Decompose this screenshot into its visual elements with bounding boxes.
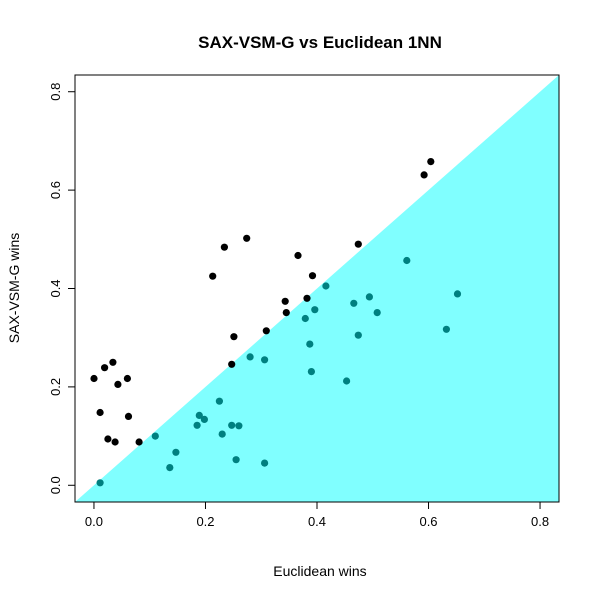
y-axis: 0.0 0.2 0.4 0.6 0.8 (48, 83, 76, 494)
point-below-diagonal-27 (453, 290, 462, 298)
below-diagonal-region (75, 75, 559, 502)
point-above-diagonal-3 (104, 435, 112, 443)
y-tick-label-2: 0.4 (48, 279, 63, 297)
point-above-diagonal-19 (303, 294, 311, 302)
point-above-diagonal-5 (111, 438, 119, 446)
point-below-diagonal-22 (354, 331, 362, 339)
point-below-diagonal-18 (311, 306, 319, 314)
y-tick-label-1: 0.2 (48, 378, 63, 396)
point-below-diagonal-17 (307, 368, 315, 376)
x-tick-label-4: 0.8 (531, 514, 549, 529)
point-below-diagonal-13 (261, 356, 269, 364)
point-above-diagonal-11 (220, 243, 228, 251)
point-above-diagonal-15 (262, 327, 270, 335)
point-above-diagonal-13 (230, 333, 238, 341)
point-above-diagonal-9 (135, 438, 143, 446)
point-below-diagonal-25 (403, 256, 411, 265)
y-tick-label-0: 0.0 (48, 476, 63, 494)
point-above-diagonal-8 (124, 412, 133, 420)
point-above-diagonal-12 (228, 360, 236, 368)
point-below-diagonal-23 (365, 293, 373, 301)
point-below-diagonal-21 (350, 299, 358, 307)
point-above-diagonal-14 (243, 234, 251, 242)
point-below-diagonal-15 (301, 314, 309, 323)
point-below-diagonal-7 (215, 397, 223, 405)
point-below-diagonal-1 (151, 432, 159, 440)
point-above-diagonal-1 (96, 408, 104, 417)
point-below-diagonal-19 (322, 282, 330, 290)
chart-title: SAX-VSM-G vs Euclidean 1NN (198, 33, 442, 52)
point-below-diagonal-8 (218, 430, 226, 438)
point-below-diagonal-0 (96, 479, 104, 487)
point-above-diagonal-0 (90, 374, 98, 383)
point-above-diagonal-10 (209, 272, 217, 280)
x-axis-label: Euclidean wins (273, 563, 366, 579)
point-above-diagonal-18 (294, 251, 302, 260)
point-below-diagonal-9 (228, 421, 236, 429)
point-above-diagonal-22 (420, 171, 428, 179)
point-below-diagonal-4 (193, 421, 201, 429)
y-axis-label: SAX-VSM-G wins (6, 233, 22, 343)
y-tick-label-4: 0.8 (48, 83, 63, 101)
point-below-diagonal-2 (166, 464, 174, 472)
point-below-diagonal-5 (195, 411, 203, 419)
point-below-diagonal-20 (343, 377, 351, 385)
y-tick-label-3: 0.6 (48, 181, 63, 199)
point-below-diagonal-11 (235, 422, 243, 430)
point-below-diagonal-6 (200, 415, 208, 423)
point-above-diagonal-7 (123, 374, 131, 383)
point-above-diagonal-4 (109, 358, 117, 366)
point-below-diagonal-10 (232, 456, 240, 464)
point-below-diagonal-16 (306, 340, 314, 348)
x-tick-label-0: 0.0 (85, 514, 103, 529)
point-above-diagonal-6 (114, 380, 122, 388)
point-above-diagonal-23 (427, 158, 435, 166)
point-above-diagonal-20 (308, 272, 317, 280)
point-below-diagonal-3 (172, 448, 180, 456)
x-tick-label-1: 0.2 (196, 514, 214, 529)
x-tick-label-2: 0.4 (308, 514, 326, 529)
points-group (90, 158, 462, 487)
point-above-diagonal-2 (101, 364, 109, 372)
point-above-diagonal-17 (282, 309, 290, 317)
point-below-diagonal-26 (442, 325, 450, 333)
point-below-diagonal-12 (246, 353, 254, 361)
x-tick-label-3: 0.6 (419, 514, 437, 529)
point-above-diagonal-16 (281, 297, 289, 305)
point-below-diagonal-14 (261, 459, 269, 467)
point-above-diagonal-21 (354, 240, 362, 248)
point-below-diagonal-24 (373, 309, 381, 317)
x-axis: 0.0 0.2 0.4 0.6 0.8 (85, 501, 549, 529)
